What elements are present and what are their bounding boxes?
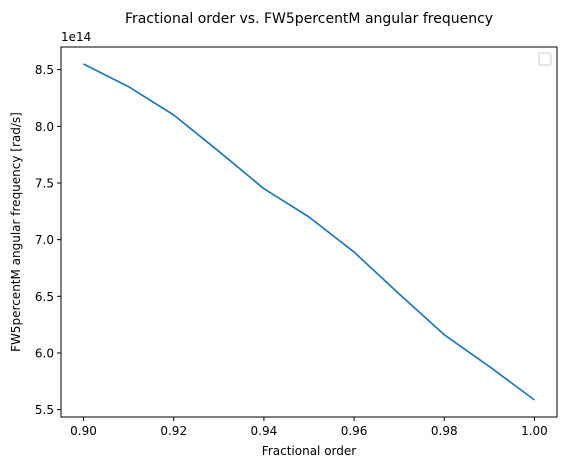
x-tick-label: 0.98 — [431, 424, 458, 438]
y-axis-label: FW5percentM angular frequency [rad/s] — [9, 112, 23, 352]
x-tick-label: 0.90 — [70, 424, 97, 438]
x-tick-label: 0.96 — [341, 424, 368, 438]
y-tick-label: 6.0 — [35, 346, 54, 360]
x-tick-label: 0.92 — [160, 424, 187, 438]
y-tick-label: 8.0 — [35, 120, 54, 134]
legend-box — [538, 52, 552, 66]
x-axis-ticks: 0.90 0.92 0.94 0.96 0.98 1.00 — [70, 417, 548, 438]
chart-title: Fractional order vs. FW5percentM angular… — [125, 11, 493, 27]
y-tick-label: 7.5 — [35, 176, 54, 190]
x-tick-label: 0.94 — [251, 424, 278, 438]
y-tick-label: 8.5 — [35, 63, 54, 77]
plot-frame — [60, 46, 558, 418]
y-axis-offset-label: 1e14 — [61, 30, 91, 44]
x-tick-label: 1.00 — [521, 424, 548, 438]
y-tick-label: 5.5 — [35, 403, 54, 417]
series-line — [83, 63, 536, 401]
y-tick-label: 7.0 — [35, 233, 54, 247]
y-axis-ticks: 5.5 6.0 6.5 7.0 7.5 8.0 8.5 — [35, 63, 61, 417]
series-points — [84, 64, 535, 400]
x-axis-label: Fractional order — [262, 444, 356, 458]
y-tick-label: 6.5 — [35, 290, 54, 304]
